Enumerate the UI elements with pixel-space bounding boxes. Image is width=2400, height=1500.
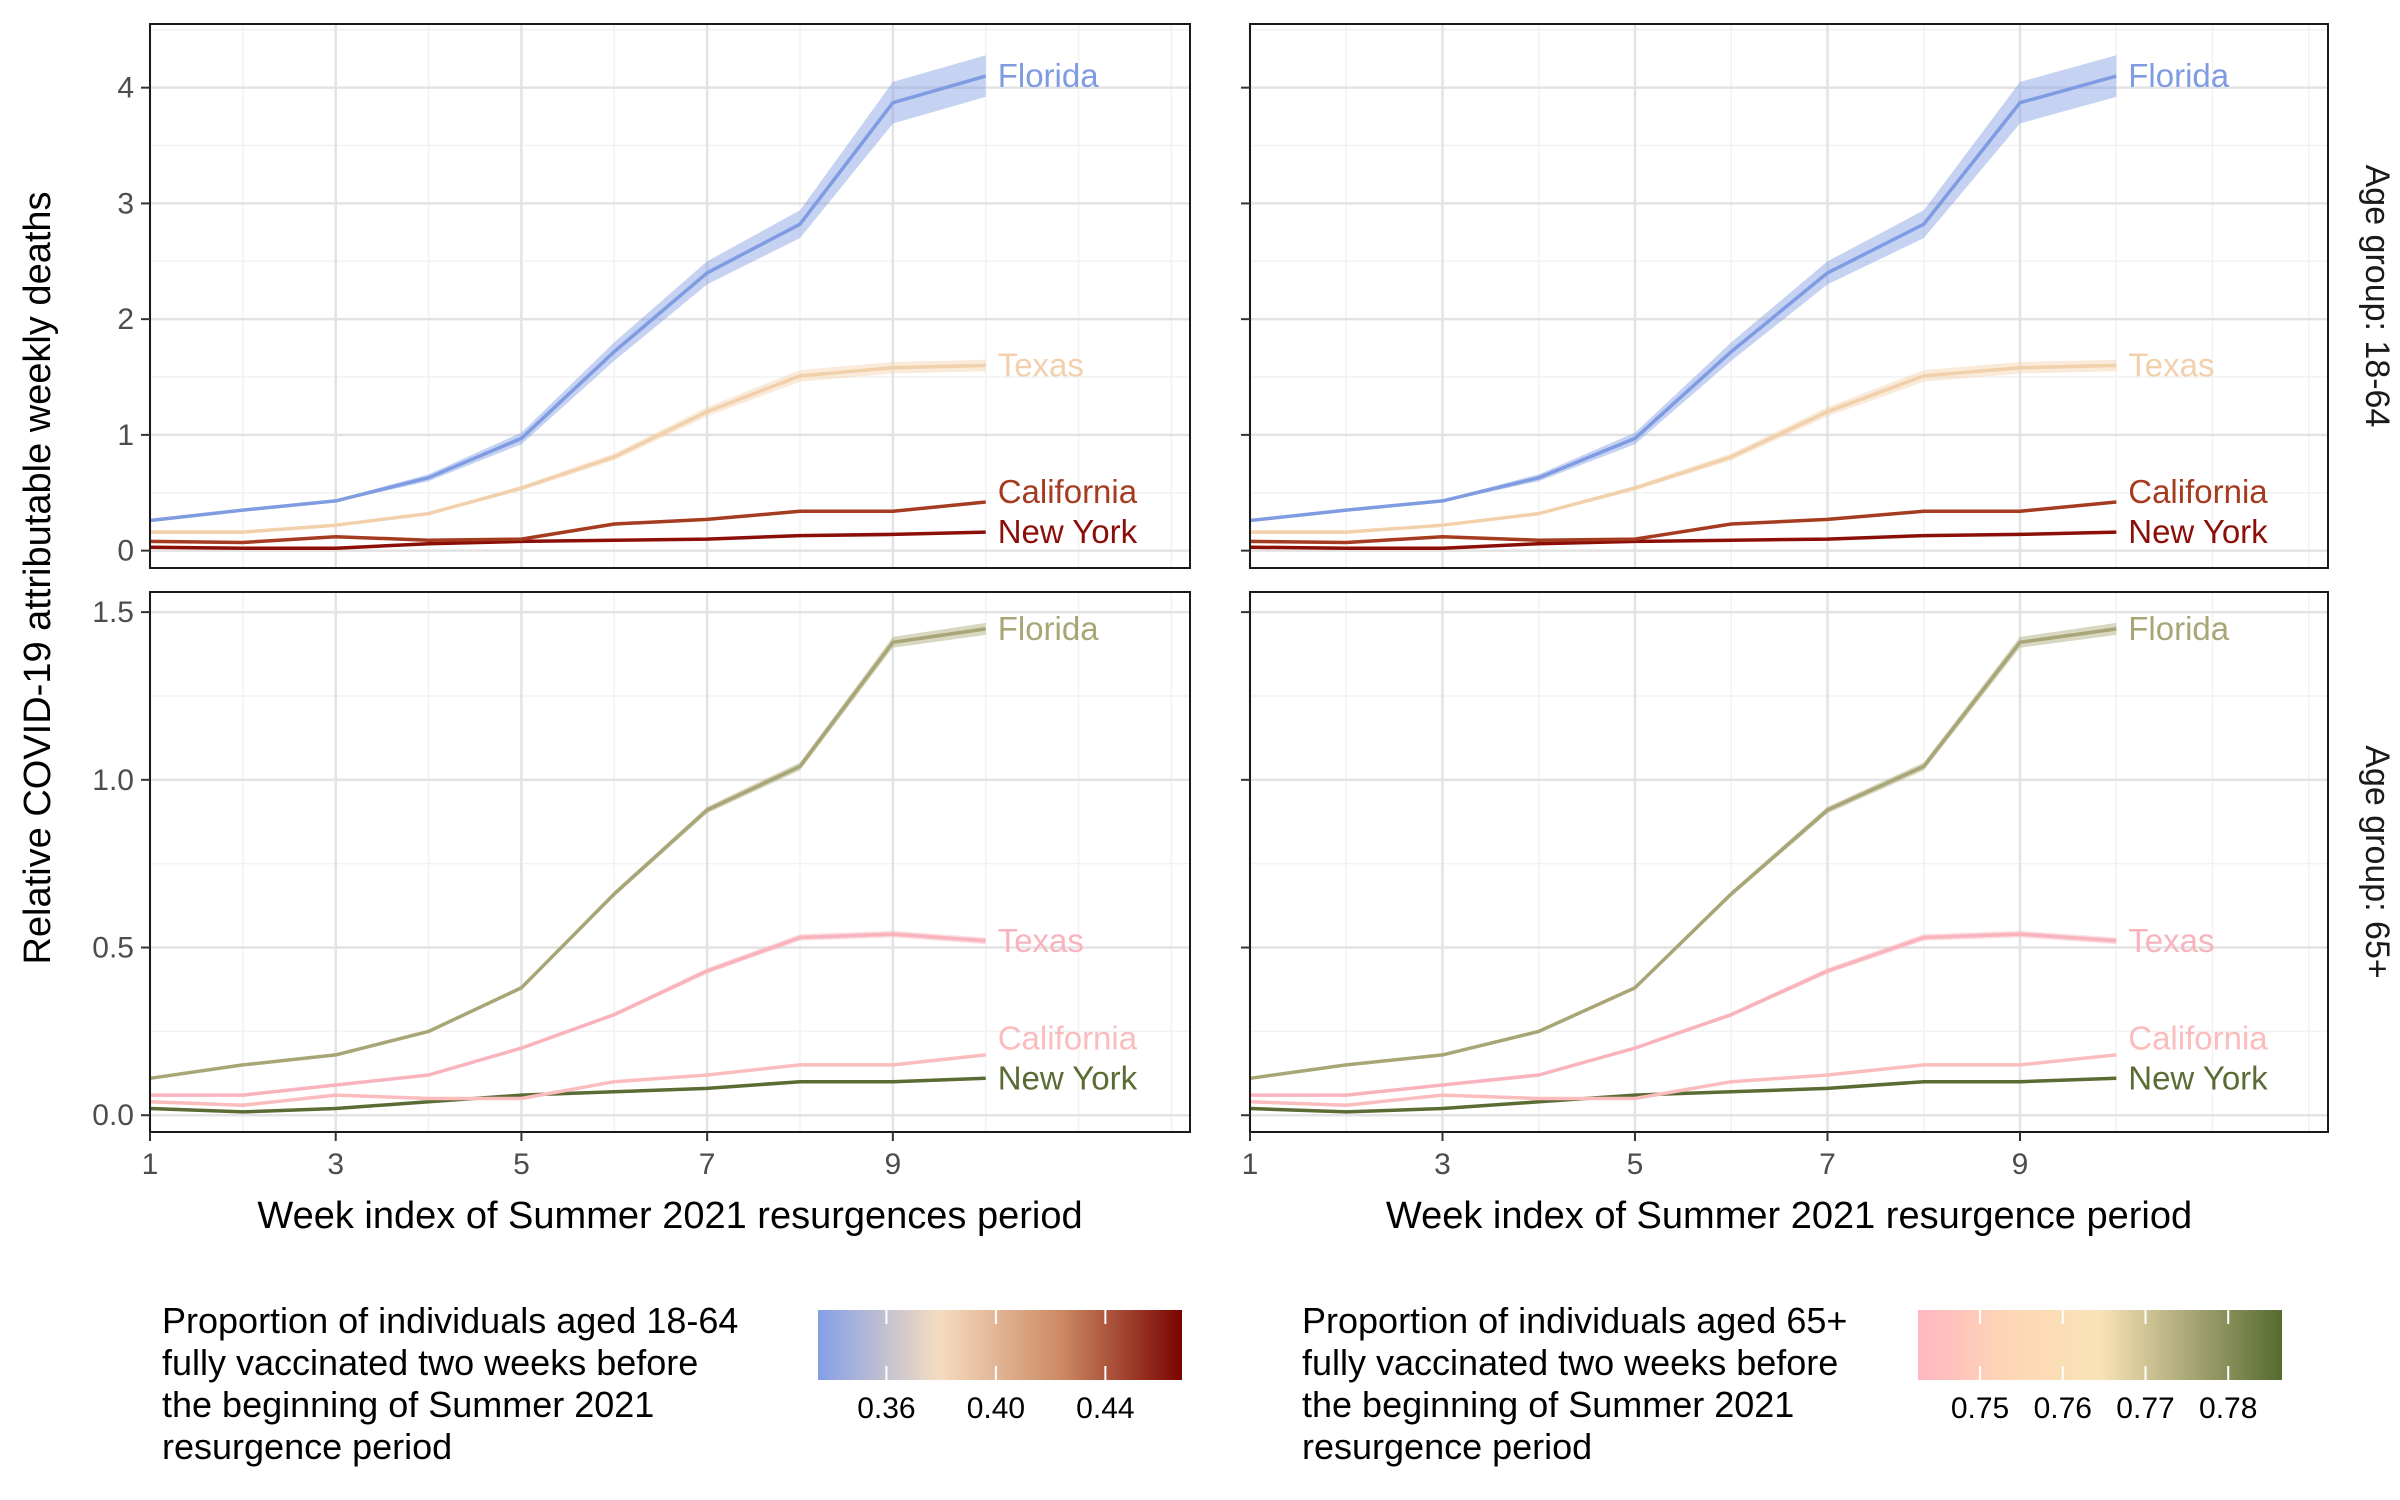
series-line-new-york — [149, 1076, 986, 1114]
series-label-california: California — [2128, 1019, 2268, 1056]
series-line-florida — [1249, 627, 2117, 1081]
series-label-texas: Texas — [2128, 346, 2214, 383]
panel-border — [149, 591, 1191, 1133]
series-label-new-york: New York — [998, 513, 1138, 550]
series-label-california: California — [998, 473, 1138, 510]
y-tick-label: 0 — [117, 535, 134, 568]
panel-background — [1250, 24, 2328, 568]
y-tick-label: 0.0 — [92, 1099, 134, 1132]
legends-layer: Proportion of individuals aged 18-64full… — [162, 1300, 2282, 1467]
series-line-california — [149, 500, 986, 545]
series-line-new-york — [149, 530, 986, 551]
x-tick-label: 5 — [1627, 1148, 1644, 1181]
panel-border — [1249, 23, 2329, 569]
colorbar-legend-2: Proportion of individuals aged 65+fully … — [1302, 1300, 2282, 1467]
axes-layer: 0 1 2 3 4 Age group: 18-64 0.0 0.5 1.0 1.5 1 3 5 7 9 We… — [17, 72, 2396, 1237]
colorbar — [818, 1310, 1182, 1380]
x-tick-label: 5 — [513, 1148, 530, 1181]
legend-title-line: the beginning of Summer 2021 — [1302, 1384, 1794, 1425]
panel-background — [150, 592, 1190, 1132]
panel-background — [150, 24, 1190, 568]
series-label-florida: Florida — [2128, 610, 2230, 647]
series-line-california — [1249, 1053, 2117, 1107]
panel-border — [149, 23, 1191, 569]
y-tick-label: 1.5 — [92, 596, 134, 629]
series-label-florida: Florida — [2128, 57, 2230, 94]
legend-title-line: fully vaccinated two weeks before — [1302, 1342, 1838, 1383]
confidence-band-florida — [1250, 55, 2117, 522]
series-label-california: California — [2128, 473, 2268, 510]
x-axis-title: Week index of Summer 2021 resurgences pe… — [257, 1195, 1082, 1237]
panel-background — [1250, 592, 2328, 1132]
legend-title-line: Proportion of individuals aged 65+ — [1302, 1300, 1847, 1341]
strip-label: Age group: 18-64 — [2358, 165, 2396, 428]
legend-title-line: fully vaccinated two weeks before — [162, 1342, 698, 1383]
colorbar-tick-label: 0.78 — [2199, 1392, 2257, 1425]
colorbar-legend-1: Proportion of individuals aged 18-64full… — [162, 1300, 1182, 1467]
x-tick-label: 3 — [327, 1148, 344, 1181]
legend-title-line: resurgence period — [1302, 1426, 1592, 1467]
series-label-new-york: New York — [998, 1059, 1138, 1096]
series-label-new-york: New York — [2128, 513, 2268, 550]
x-tick-label: 7 — [699, 1148, 716, 1181]
legend-title-line: the beginning of Summer 2021 — [162, 1384, 654, 1425]
y-tick-label: 3 — [117, 187, 134, 220]
y-tick-label: 4 — [117, 72, 134, 105]
series-line-texas — [1250, 932, 2117, 1097]
series-line-florida — [149, 74, 987, 523]
series-line-texas — [1250, 363, 2117, 534]
legend-title-line: Proportion of individuals aged 18-64 — [162, 1300, 738, 1341]
series-label-texas: Texas — [998, 346, 1084, 383]
panel-border — [1249, 591, 2329, 1133]
colorbar-tick-label: 0.75 — [1951, 1392, 2009, 1425]
x-tick-label: 9 — [885, 1148, 902, 1181]
series-label-new-york: New York — [2128, 1059, 2268, 1096]
x-tick-label: 9 — [2012, 1148, 2029, 1181]
series-line-new-york — [1249, 1076, 2117, 1114]
colorbar-tick-label: 0.77 — [2116, 1392, 2174, 1425]
series-line-texas — [150, 932, 986, 1097]
colorbar-tick-label: 0.40 — [967, 1392, 1025, 1425]
series-line-florida — [149, 627, 986, 1081]
y-axis-title: Relative COVID-19 attributable weekly de… — [17, 191, 59, 964]
x-tick-label: 1 — [1242, 1148, 1259, 1181]
series-line-california — [1249, 500, 2117, 545]
x-tick-label: 7 — [1819, 1148, 1836, 1181]
series-line-california — [149, 1053, 986, 1107]
y-tick-label: 1 — [117, 419, 134, 452]
legend-title-line: resurgence period — [162, 1426, 452, 1467]
series-label-florida: Florida — [998, 57, 1100, 94]
colorbar-tick-label: 0.44 — [1076, 1392, 1134, 1425]
y-tick-label: 0.5 — [92, 932, 134, 965]
colorbar — [1918, 1310, 2282, 1380]
colorbar-tick-label: 0.76 — [2034, 1392, 2092, 1425]
series-line-new-york — [1249, 530, 2117, 551]
strip-label: Age group: 65+ — [2358, 745, 2396, 978]
x-axis-title: Week index of Summer 2021 resurgence per… — [1386, 1195, 2192, 1237]
series-label-texas: Texas — [2128, 922, 2214, 959]
series-label-california: California — [998, 1019, 1138, 1056]
confidence-band-florida — [150, 55, 986, 522]
series-line-florida — [1249, 74, 2117, 523]
series-label-florida: Florida — [998, 610, 1100, 647]
colorbar-tick-label: 0.36 — [857, 1392, 915, 1425]
y-tick-label: 1.0 — [92, 764, 134, 797]
y-tick-label: 2 — [117, 303, 134, 336]
series-label-texas: Texas — [998, 922, 1084, 959]
series-line-texas — [150, 363, 986, 534]
x-tick-label: 3 — [1434, 1148, 1451, 1181]
x-tick-label: 1 — [142, 1148, 159, 1181]
